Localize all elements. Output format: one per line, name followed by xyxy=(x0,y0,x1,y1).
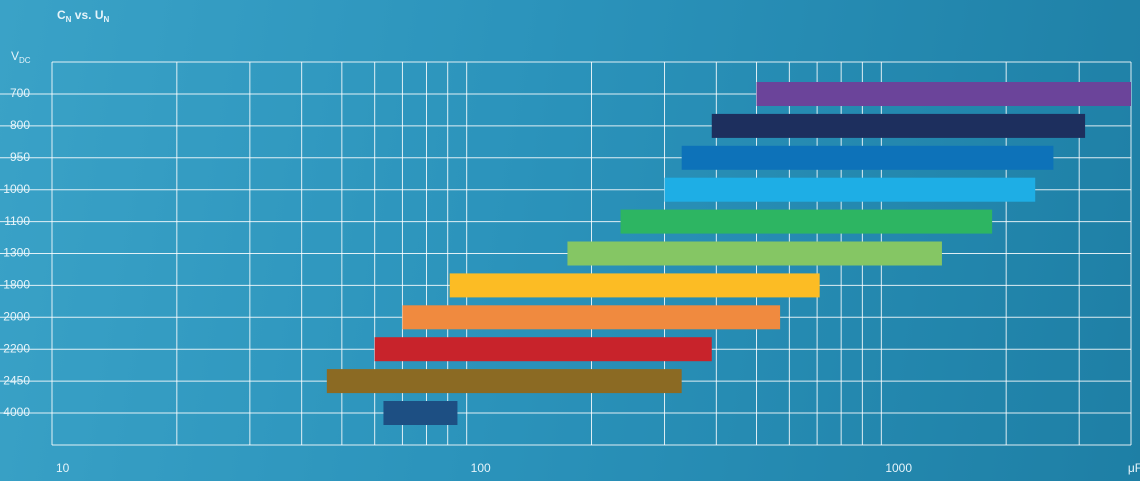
x-tick-label: μF xyxy=(1128,461,1140,475)
y-tick-label: 4000 xyxy=(3,405,30,419)
y-tick-label: 2000 xyxy=(3,309,30,323)
text-part: vs. xyxy=(71,8,94,22)
bar xyxy=(711,113,1086,138)
text-part: N xyxy=(103,15,109,24)
bar xyxy=(664,177,1036,202)
text-part: DC xyxy=(19,56,31,65)
x-tick-label: 10 xyxy=(56,461,70,475)
text-part: C xyxy=(57,8,66,22)
bar xyxy=(567,241,942,266)
bar xyxy=(756,82,1131,106)
y-tick-label: 1000 xyxy=(3,182,30,196)
y-tick-label: 2200 xyxy=(3,341,30,355)
y-tick-label: 800 xyxy=(10,118,30,132)
y-axis-label: VDC xyxy=(11,49,31,65)
x-tick-label: 1000 xyxy=(885,461,912,475)
bar xyxy=(620,209,993,234)
bar xyxy=(374,337,712,362)
text-part: N xyxy=(66,15,72,24)
y-tick-label: 2450 xyxy=(3,373,30,387)
bar xyxy=(402,305,781,330)
y-tick-label: 700 xyxy=(10,86,30,100)
text-part: V xyxy=(11,49,19,63)
bar xyxy=(681,145,1054,170)
bar xyxy=(449,273,820,298)
bar xyxy=(326,369,682,394)
y-tick-label: 950 xyxy=(10,150,30,164)
y-tick-label: 1100 xyxy=(4,214,30,228)
text-part: U xyxy=(95,8,104,22)
y-tick-label: 1300 xyxy=(3,246,30,260)
chart-title: CN vs. UN xyxy=(57,8,109,24)
x-tick-label: 100 xyxy=(471,461,491,475)
y-tick-label: 1800 xyxy=(3,278,30,292)
bar xyxy=(383,401,458,425)
